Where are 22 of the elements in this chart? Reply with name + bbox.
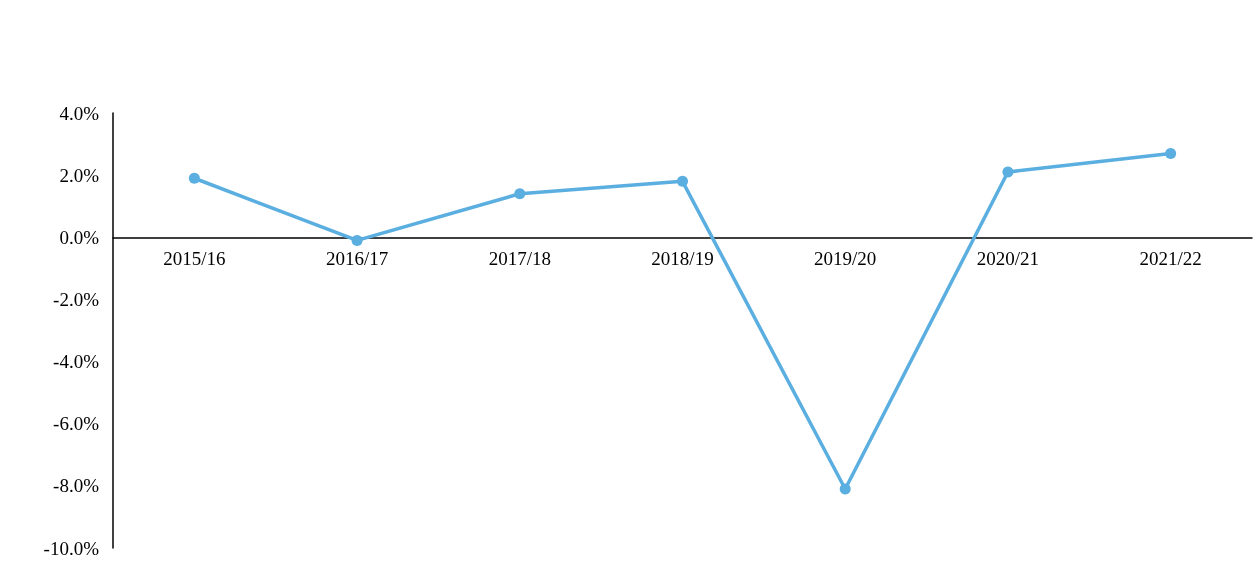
point	[351, 234, 363, 246]
point	[1002, 166, 1014, 178]
x-tick-label: 2015/16	[163, 248, 226, 270]
y-tick-label: -2.0%	[53, 288, 100, 310]
point	[677, 175, 688, 187]
x-tick-label: 2018/19	[651, 248, 714, 270]
x-tick-label: 2017/18	[488, 248, 551, 270]
x-tick-label: 2016/17	[325, 248, 389, 270]
y-tick-label: -8.0%	[53, 475, 100, 497]
y-tick-label: 4.0%	[59, 102, 100, 124]
y-tick-label: 2.0%	[59, 164, 100, 186]
point	[188, 172, 200, 184]
point	[839, 483, 851, 495]
y-tick-label: -10.0%	[43, 537, 100, 559]
point	[1165, 147, 1177, 159]
y-tick-label: -6.0%	[53, 413, 100, 435]
x-tick-label: 2019/20	[814, 248, 877, 270]
point	[514, 188, 526, 200]
y-tick-label: 0.0%	[59, 226, 100, 248]
y-tick-label: -4.0%	[53, 351, 100, 373]
x-tick-label: 2020/21	[976, 248, 1040, 270]
x-tick-label: 2021/22	[1139, 248, 1202, 270]
